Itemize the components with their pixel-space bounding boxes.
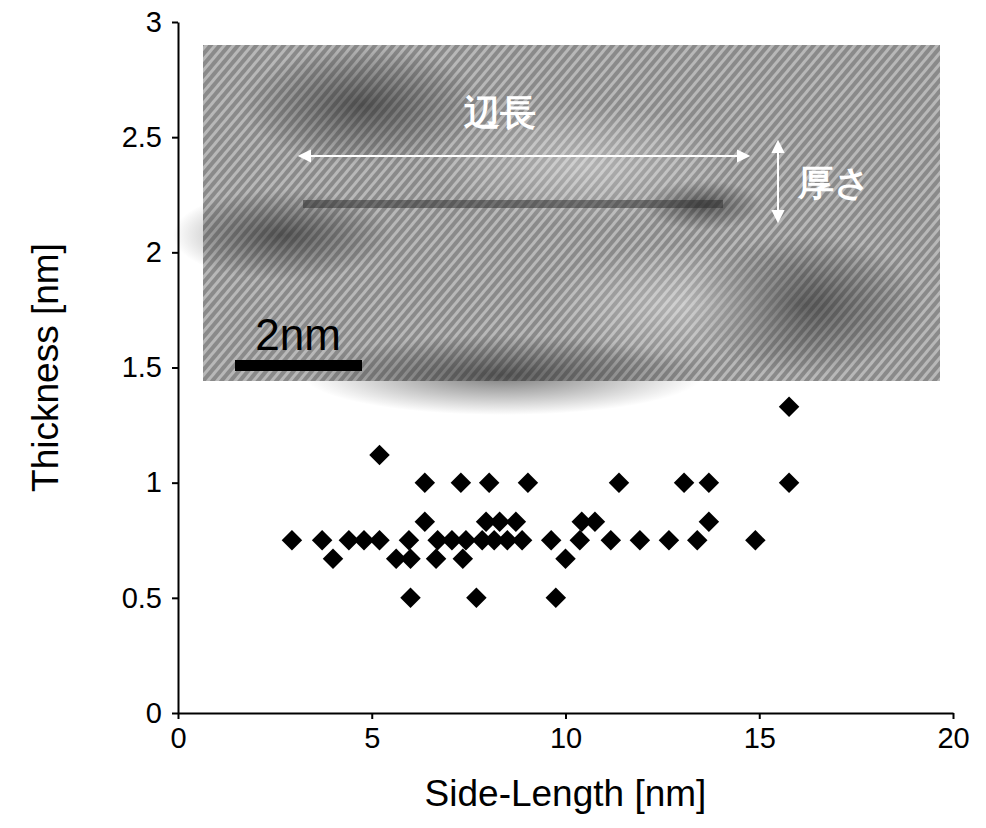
tick: 5 [364,713,380,754]
arrow-line [300,155,748,157]
point [630,530,650,550]
tick-label: 1 [146,466,162,498]
tick-mark [172,367,178,369]
point [745,530,765,550]
tick-label: 5 [364,722,380,754]
x-axis-title: Side-Length [nm] [425,773,707,814]
point [512,530,532,550]
point [585,512,605,532]
point [699,472,719,492]
point [541,530,561,550]
plot: 辺長厚さ 2nm 0 5 10 15 20 0 0.5 1 1.5 2 2.5 3 [122,6,970,754]
tick: 0 [170,713,186,754]
arrow-head [773,142,783,152]
tick: 10 [550,713,582,754]
tick: 2 [146,236,178,268]
tick-mark [172,482,178,484]
x-axis: 0 5 10 15 20 [170,713,969,754]
point [570,530,590,550]
point [400,548,420,568]
annotation: 辺長 [464,92,536,133]
point [506,512,526,532]
point [779,396,799,416]
point [466,588,486,608]
tick-mark [172,22,178,24]
tick-mark [371,713,373,719]
chart: 辺長厚さ 2nm 0 5 10 15 20 0 0.5 1 1.5 2 2.5 3 Side-Length … [0,0,986,828]
point [601,530,621,550]
tick-mark [172,597,178,599]
tick-mark [565,713,567,719]
annotation: 2nm [255,310,341,359]
point [699,512,719,532]
point [426,548,446,568]
tick: 3 [146,6,178,38]
tick-label: 2.5 [122,121,162,153]
tick: 15 [744,713,776,754]
inset-image: 辺長厚さ 2nm [173,45,940,415]
inset-arrows [300,142,783,221]
tick: 0.5 [122,582,178,614]
point [609,472,629,492]
tick-mark [172,713,178,715]
point [546,588,566,608]
point [453,548,473,568]
point [779,472,799,492]
tick-mark [953,713,955,719]
tick-label: 0.5 [122,582,162,614]
point [399,530,419,550]
tick-label: 2 [146,236,162,268]
tick-mark [172,137,178,139]
tick-mark [172,252,178,254]
point [323,548,343,568]
tick-mark [759,713,761,719]
tick: 0 [146,697,178,729]
point [415,512,435,532]
point [674,472,694,492]
tick-label: 15 [744,722,776,754]
tick: 20 [937,713,969,754]
tick-label: 3 [146,6,162,38]
y-axis-title: Thickness [nm] [25,243,66,492]
point [518,472,538,492]
point [369,445,389,465]
points [282,396,800,608]
tick-label: 20 [937,722,969,754]
y-axis: 0 0.5 1 1.5 2 2.5 3 [122,6,179,729]
tick-label: 0 [170,722,186,754]
arrow-head [738,151,748,161]
point [415,472,435,492]
point [479,472,499,492]
inset-defect [303,200,723,208]
point [687,530,707,550]
tick: 1.5 [122,351,178,383]
tick-label: 1.5 [122,351,162,383]
point [400,588,420,608]
arrow-head [300,151,310,161]
inset-shade [543,245,823,365]
point [312,530,332,550]
point [555,548,575,568]
point [282,530,302,550]
tick: 1 [146,466,178,498]
point [659,530,679,550]
point [451,472,471,492]
point [369,530,389,550]
tick-label: 0 [146,697,162,729]
arrow-head [773,211,783,221]
tick-label: 10 [550,722,582,754]
arrow-line [777,142,779,221]
scale-bar [235,360,362,371]
tick: 2.5 [122,121,178,153]
annotation: 厚さ [797,162,871,203]
